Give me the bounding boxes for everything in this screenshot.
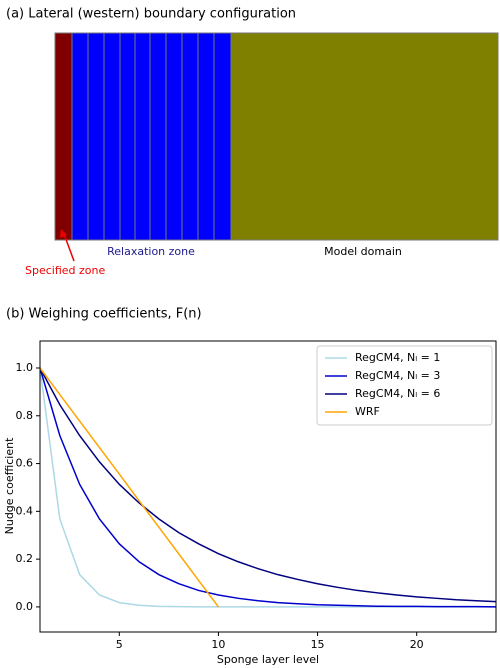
sponge-layer xyxy=(119,32,136,241)
y-tick-label: 0.0 xyxy=(16,600,34,613)
y-tick-label: 1.0 xyxy=(16,361,34,374)
sponge-layer xyxy=(149,32,167,241)
diagram-title: (a) Lateral (western) boundary configura… xyxy=(6,7,296,22)
model-label: Model domain xyxy=(324,245,402,258)
y-tick-label: 0.6 xyxy=(16,457,34,470)
sponge-layer xyxy=(165,32,183,241)
y-tick-label: 0.8 xyxy=(16,409,34,422)
series-line xyxy=(39,367,220,608)
series-line xyxy=(39,367,497,608)
y-axis-label: Nudge coefficient xyxy=(3,437,16,534)
x-tick-label: 5 xyxy=(116,638,123,651)
legend-label: RegCM4, Nₗ = 1 xyxy=(355,351,440,364)
specified-label: Specified zone xyxy=(25,264,105,277)
sponge-layer xyxy=(213,32,232,241)
axes-frame xyxy=(39,340,497,633)
legend-box xyxy=(316,345,493,426)
arrow-head xyxy=(60,229,67,238)
chart-title: (b) Weighing coefficients, F(n) xyxy=(6,307,202,322)
specified-zone xyxy=(54,32,73,241)
x-tick-label: 20 xyxy=(410,638,424,651)
sponge-layer xyxy=(87,32,105,241)
legend-label: RegCM4, Nₗ = 3 xyxy=(355,369,440,382)
sponge-layer xyxy=(197,32,215,241)
relaxation-label: Relaxation zone xyxy=(107,245,195,258)
relaxation-zone xyxy=(71,32,232,241)
x-tick-label: 15 xyxy=(311,638,325,651)
sponge-layer xyxy=(71,32,89,241)
legend-label: RegCM4, Nₗ = 6 xyxy=(355,387,440,400)
legend-label: WRF xyxy=(355,405,380,418)
arrow xyxy=(63,233,75,262)
series-line xyxy=(39,367,497,603)
y-tick-label: 0.4 xyxy=(16,504,34,517)
x-tick-label: 10 xyxy=(211,638,225,651)
sponge-layer xyxy=(134,32,151,241)
sponge-layer xyxy=(181,32,199,241)
y-tick-label: 0.2 xyxy=(16,552,34,565)
x-axis-label: Sponge layer level xyxy=(217,653,319,666)
sponge-layer xyxy=(103,32,121,241)
